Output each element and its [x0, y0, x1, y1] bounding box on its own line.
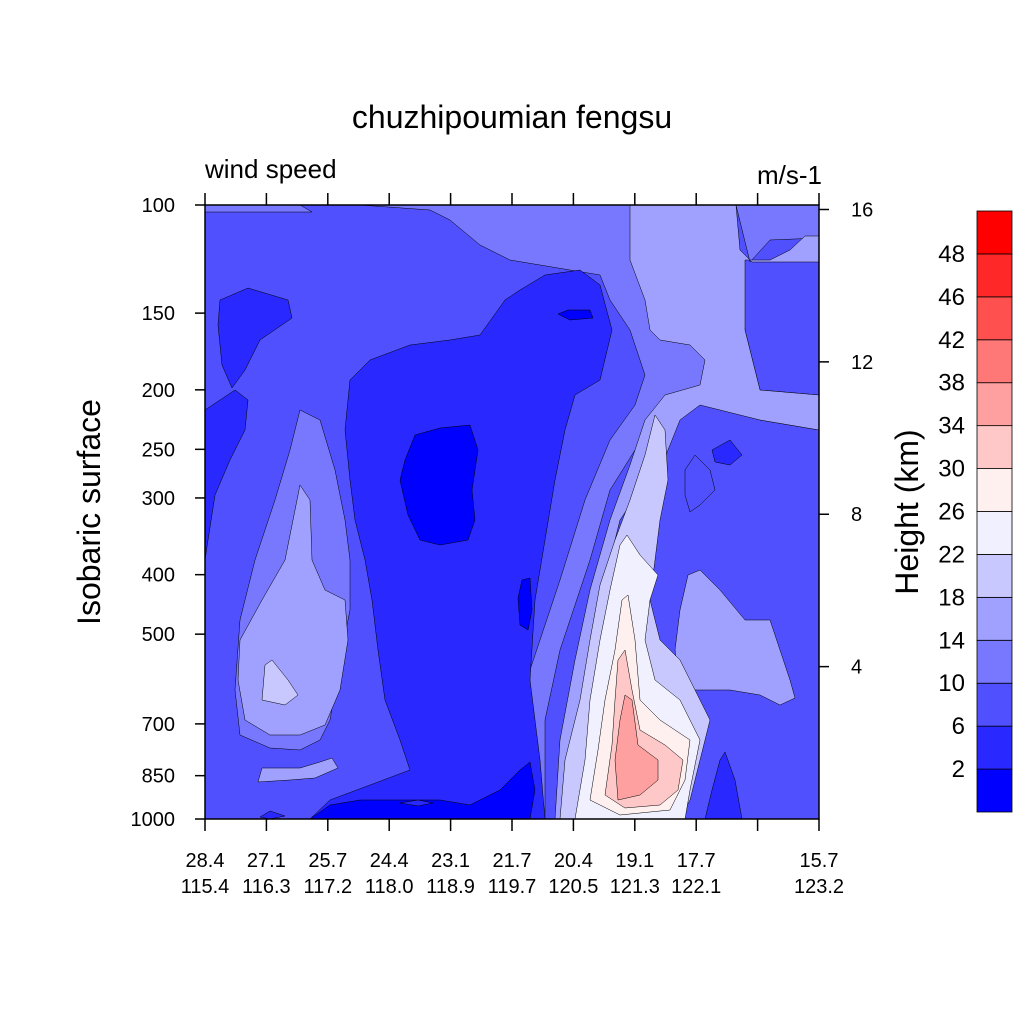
colorbar-label-6: 26: [938, 499, 965, 526]
x-tick-lon-5: 119.7: [488, 876, 537, 898]
contour-fill-calm-bottom-2: [517, 577, 533, 631]
contour-fill-central-weak-2-6: [309, 269, 613, 819]
colorbar-swatch-11: [976, 296, 1013, 341]
contour-fill-left-weak-2-6: [205, 389, 249, 561]
colorbar-label-0: 2: [952, 756, 965, 783]
colorbar-swatch-0: [976, 768, 1013, 813]
colorbar-label-2: 10: [938, 670, 965, 697]
y-tick-label-9: 1000: [131, 809, 176, 831]
y-tick-label-3: 250: [142, 439, 175, 461]
right-string: m/s-1: [757, 160, 822, 190]
x-tick-lon-2: 117.2: [304, 876, 353, 898]
x-tick-lat-5: 21.7: [493, 850, 532, 872]
chart-title: chuzhipoumian fengsu: [352, 99, 672, 135]
colorbar-swatch-4: [976, 596, 1013, 641]
x-tick-lat-2: 25.7: [308, 850, 347, 872]
contour-plot-area: [205, 205, 819, 819]
x-tick-lon-6: 120.5: [548, 876, 598, 898]
colorbar-swatch-1: [976, 725, 1013, 770]
colorbar-label-12: 48: [938, 241, 965, 268]
y-tick-label-8: 850: [142, 766, 175, 788]
colorbar-swatch-10: [976, 339, 1013, 384]
y-axis-right: 16 12 8 4: [819, 199, 873, 679]
x-tick-lat-10: 15.7: [800, 850, 839, 872]
x-tick-lon-1: 116.3: [242, 876, 291, 898]
colorbar-label-3: 14: [938, 627, 965, 654]
colorbar-swatch-2: [976, 682, 1013, 727]
contour-fill-small-eddy: [399, 799, 434, 807]
contour-fill-calm-bottom-1: [309, 761, 536, 819]
contour-fill-upper-left-10-14: [205, 205, 313, 213]
x-tick-lon-4: 118.9: [426, 876, 475, 898]
x-tick-lon-7: 121.3: [610, 876, 660, 898]
x-tick-lat-1: 27.1: [247, 850, 286, 872]
y2-axis-title: Height (km): [889, 429, 925, 594]
contour-fill-left-plume-18-22: [261, 659, 299, 706]
y2-tick-label-3: 4: [851, 657, 862, 679]
contour-fill-lower-right-weak-2-6: [704, 751, 743, 819]
contour-fill-right-weak-2-6: [711, 439, 743, 466]
colorbar-label-10: 42: [938, 327, 965, 354]
y-axis-title: Isobaric surface: [71, 399, 107, 625]
y-tick-label-6: 500: [142, 624, 175, 646]
colorbar-swatch-8: [976, 425, 1013, 469]
y-axis-left: 100 150 200 250 300 400 500 700 850 1000: [131, 195, 205, 831]
contour-fill-upper-weak-2-6: [217, 287, 293, 389]
colorbar-swatch-12: [976, 253, 1013, 298]
x-tick-lat-3: 24.4: [370, 850, 409, 872]
x-axis-bottom: 28.4 115.4 27.1 116.3 25.7 117.2 24.4 118.0 23.1…: [181, 193, 844, 898]
left-string: wind speed: [204, 154, 337, 184]
colorbar-label-1: 6: [952, 713, 965, 740]
y2-tick-label-1: 12: [851, 352, 873, 374]
colorbar-swatch-6: [976, 511, 1013, 555]
y-tick-label-1: 150: [142, 303, 175, 325]
y-tick-label-5: 400: [142, 565, 175, 587]
colorbar-swatch-9: [976, 382, 1013, 427]
x-tick-lon-0: 115.4: [181, 876, 230, 898]
colorbar-label-5: 22: [938, 541, 965, 568]
contour-fill-right-ring-6-10: [684, 454, 716, 513]
y-tick-label-0: 100: [142, 195, 175, 217]
y-tick-label-7: 700: [142, 714, 175, 736]
colorbar-swatch-3: [976, 639, 1013, 684]
x-tick-lon-8: 122.1: [671, 876, 721, 898]
y-tick-label-2: 200: [142, 380, 175, 402]
colorbar-swatch-7: [976, 468, 1013, 512]
contour-fill-lower-left-14-18: [257, 757, 339, 783]
x-tick-lat-0: 28.4: [186, 850, 225, 872]
colorbar-swatch-13: [976, 210, 1013, 255]
contour-fill-core-34-38: [614, 694, 659, 801]
y2-tick-label-0: 16: [851, 199, 873, 221]
colorbar-label-11: 46: [938, 284, 965, 311]
colorbar-label-4: 18: [938, 584, 965, 611]
colorbar-label-7: 30: [938, 456, 965, 483]
contour-fill-calm-top: [557, 309, 594, 321]
x-tick-lat-6: 20.4: [554, 850, 593, 872]
x-tick-lat-8: 17.7: [677, 850, 716, 872]
colorbar-swatch-5: [976, 554, 1013, 598]
y2-tick-label-2: 8: [851, 504, 862, 526]
x-tick-lon-3: 118.0: [365, 876, 414, 898]
colorbar-label-9: 38: [938, 370, 965, 397]
x-tick-lon-10: 123.2: [794, 876, 844, 898]
colorbar-label-8: 34: [938, 413, 965, 440]
x-tick-lat-7: 19.1: [615, 850, 654, 872]
contour-fill-central-calm-0-2: [399, 424, 479, 546]
y-tick-label-4: 300: [142, 488, 175, 510]
x-tick-lat-4: 23.1: [431, 850, 470, 872]
